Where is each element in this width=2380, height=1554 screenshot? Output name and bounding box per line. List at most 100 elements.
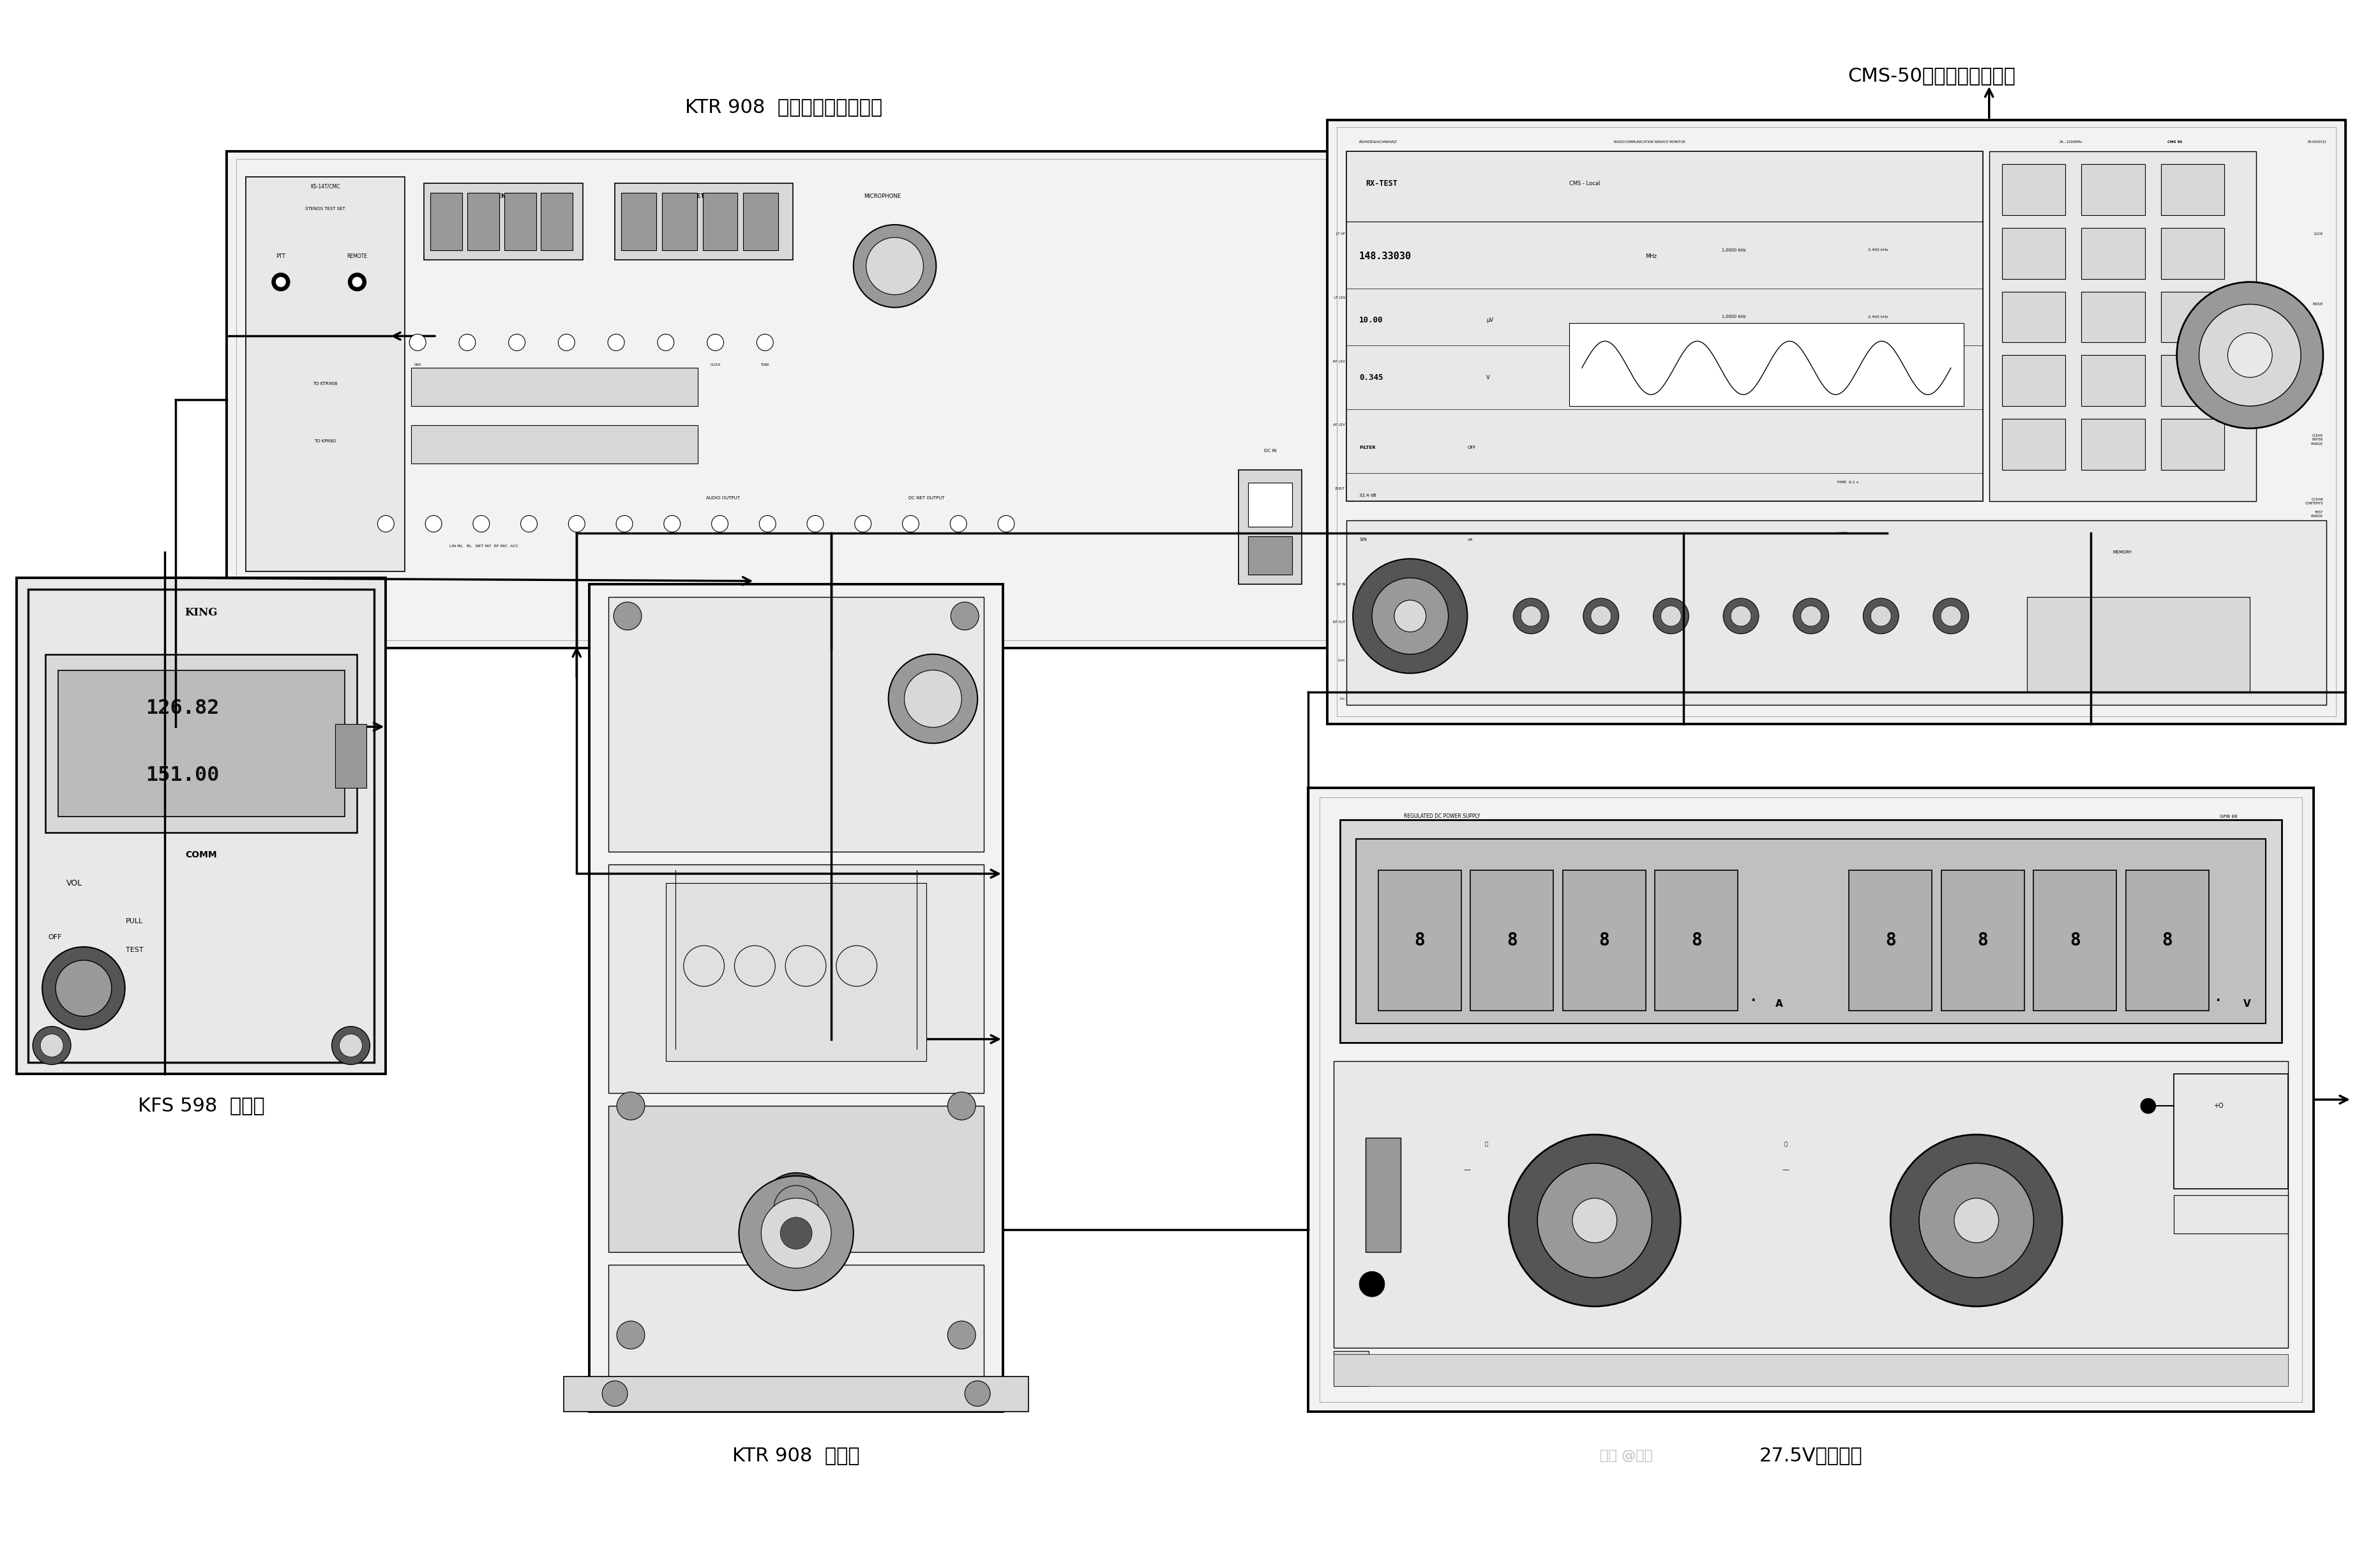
Bar (1247, 482, 1292, 527)
Bar (1849, 870, 1933, 1010)
Circle shape (352, 277, 362, 287)
Circle shape (1723, 598, 1759, 634)
Text: 8: 8 (1978, 931, 1987, 949)
Circle shape (759, 516, 776, 531)
Bar (1654, 870, 1737, 1010)
Text: CLEAR
ENTER: CLEAR ENTER (2311, 435, 2323, 441)
Circle shape (616, 516, 633, 531)
Text: 知乎 @贺军: 知乎 @贺军 (1599, 1450, 1652, 1462)
Circle shape (1509, 1134, 1680, 1307)
Text: TO KPR80: TO KPR80 (314, 440, 336, 443)
Text: RANGE: RANGE (2311, 443, 2323, 446)
Text: CMS-50无线电综合测试价: CMS-50无线电综合测试价 (1847, 67, 2016, 85)
Bar (702, 193, 738, 250)
Bar (1333, 1354, 2287, 1386)
Circle shape (997, 516, 1014, 531)
Text: ROHDE&SCHWARZ: ROHDE&SCHWARZ (1359, 140, 1397, 143)
Bar (431, 193, 462, 250)
Circle shape (762, 1173, 831, 1243)
Bar (2002, 228, 2066, 278)
Text: KS-14T/CMC: KS-14T/CMC (309, 183, 340, 190)
Text: DC NET OUTPUT: DC NET OUTPUT (909, 496, 945, 500)
Bar (1238, 469, 1302, 584)
Circle shape (1954, 1198, 1999, 1243)
Text: Y PBS: Y PBS (1837, 531, 1847, 535)
Circle shape (854, 225, 935, 308)
Bar (1378, 870, 1461, 1010)
Circle shape (738, 1176, 854, 1290)
Bar (743, 193, 778, 250)
Circle shape (1864, 598, 1899, 634)
Text: 126.82: 126.82 (145, 698, 219, 718)
Bar (1942, 870, 2023, 1010)
Text: REGULATED DC POWER SUPPLY: REGULATED DC POWER SUPPLY (1404, 814, 1480, 819)
Text: FILTER: FILTER (1359, 446, 1376, 449)
Bar (2033, 870, 2116, 1010)
Text: LT LEV: LT LEV (1335, 297, 1345, 300)
Circle shape (1918, 1164, 2033, 1277)
Bar (2125, 870, 2209, 1010)
Circle shape (347, 274, 367, 291)
Circle shape (964, 1382, 990, 1406)
Circle shape (657, 334, 674, 351)
Bar (1340, 819, 2282, 1043)
Circle shape (707, 334, 724, 351)
Circle shape (807, 516, 823, 531)
Text: G-m: G-m (1338, 659, 1345, 662)
Circle shape (888, 654, 978, 743)
Text: KTR 908  收发机: KTR 908 收发机 (733, 1447, 859, 1465)
Text: OFF: OFF (48, 934, 62, 940)
Text: CURRENT TEST: CURRENT TEST (478, 193, 528, 199)
Text: RF LEV: RF LEV (1333, 361, 1345, 364)
Circle shape (1933, 598, 1968, 634)
Circle shape (602, 1382, 628, 1406)
Text: 8: 8 (1414, 931, 1426, 949)
Text: RF IN: RF IN (1338, 583, 1345, 586)
Text: 8: 8 (1692, 931, 1702, 949)
Circle shape (1359, 1271, 1385, 1298)
Bar (57, 670, 345, 816)
Bar (2161, 165, 2225, 214)
Bar (17, 578, 386, 1074)
Circle shape (1654, 598, 1690, 634)
Circle shape (866, 238, 923, 295)
Text: RADIOCOMMUNICATION SERVICE MONITOR: RADIOCOMMUNICATION SERVICE MONITOR (1614, 140, 1685, 143)
Text: 32.4 dB: 32.4 dB (1359, 493, 1376, 497)
Text: 8: 8 (1885, 931, 1897, 949)
Text: +O: +O (2213, 1103, 2223, 1110)
Text: 1.0000 kHz: 1.0000 kHz (1721, 315, 1747, 319)
Bar (336, 724, 367, 788)
Text: ⬛: ⬛ (1785, 1141, 1787, 1147)
Text: PTT: PTT (276, 253, 286, 260)
Circle shape (1395, 600, 1426, 632)
Bar (45, 654, 357, 833)
Circle shape (1371, 578, 1449, 654)
Circle shape (1792, 598, 1828, 634)
Bar (1333, 1350, 1368, 1386)
Circle shape (40, 1033, 64, 1057)
Text: KFS 598  控制盒: KFS 598 控制盒 (138, 1097, 264, 1114)
Bar (621, 193, 657, 250)
Bar (2002, 418, 2066, 469)
Bar (2082, 356, 2144, 406)
Text: GPIB 88: GPIB 88 (2221, 814, 2237, 819)
Bar (2082, 165, 2144, 214)
Circle shape (1890, 1134, 2061, 1307)
Text: KING: KING (186, 608, 217, 618)
Circle shape (1871, 606, 1892, 626)
Circle shape (781, 1217, 812, 1249)
Bar (662, 193, 697, 250)
Bar (1568, 323, 1963, 406)
Text: LOCK: LOCK (2313, 233, 2323, 236)
Bar (2082, 418, 2144, 469)
Circle shape (509, 334, 526, 351)
Bar (29, 589, 374, 1063)
Bar (2161, 356, 2225, 406)
Text: OFF: OFF (1468, 446, 1476, 449)
Bar (666, 883, 926, 1061)
Text: DC IN: DC IN (1264, 449, 1276, 452)
Text: A: A (1775, 999, 1783, 1009)
Text: V: V (2242, 999, 2251, 1009)
Bar (2161, 292, 2225, 342)
Text: MOD: MOD (2316, 373, 2323, 376)
